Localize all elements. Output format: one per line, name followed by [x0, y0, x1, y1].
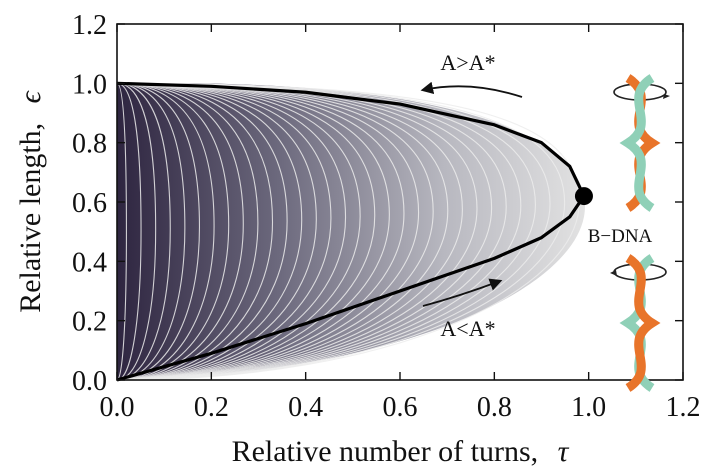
y-tick-label: 1.0 [72, 69, 107, 100]
family-cloud [117, 82, 586, 380]
y-tick-label: 0.6 [72, 188, 107, 219]
x-tick-label: 1.2 [666, 392, 701, 423]
family-curve [116, 82, 303, 381]
arrow-lower [422, 278, 503, 307]
series-layer [116, 81, 586, 382]
family-curve [116, 82, 536, 381]
family-curve [116, 82, 288, 381]
family-curve [116, 82, 566, 381]
family-curve [116, 82, 171, 381]
family-curve [116, 82, 522, 381]
axis-ticks: 0.0 0.2 0.4 0.6 0.8 1.0 1.2 0.0 0.2 0.4 0.6 0.8 1.0 1… [72, 10, 701, 423]
family-curve [116, 82, 230, 381]
y-tick-label: 0.0 [72, 366, 107, 397]
family-curve [116, 82, 317, 381]
arrow-upper [420, 81, 523, 98]
upper-boundary-line [116, 81, 586, 197]
family-curve [116, 82, 332, 381]
y-axis-label: Relative length, ϵ [14, 89, 47, 312]
x-axis-label: Relative number of turns, τ [232, 435, 570, 468]
family-curve [116, 82, 390, 381]
x-tick-label: 1.0 [571, 392, 606, 423]
family-curve [116, 82, 478, 381]
family-curve [116, 82, 259, 381]
lower-boundary-line [116, 195, 586, 382]
family-curve [116, 82, 201, 381]
family-curve [116, 82, 274, 381]
b-dna-point [574, 187, 593, 206]
x-tick-label: 0.2 [194, 392, 229, 423]
family-curves [116, 82, 586, 381]
y-tick-label: 1.2 [72, 10, 107, 41]
annotation-upper: A>A* [440, 50, 495, 75]
family-curve [116, 82, 142, 381]
y-tick-label: 0.2 [72, 307, 107, 338]
y-tick-label: 0.4 [72, 247, 107, 278]
family-curve [116, 82, 449, 381]
family-curve [116, 82, 434, 381]
b-dna-label: B−DNA [588, 226, 653, 247]
x-tick-label: 0.6 [383, 392, 418, 423]
family-curve [116, 82, 186, 381]
family-curve [116, 82, 420, 381]
family-curve [116, 82, 361, 381]
x-tick-label: 0.4 [288, 392, 323, 423]
annotation-lower: A<A* [440, 316, 495, 341]
family-curve [116, 82, 376, 381]
family-curve [116, 82, 463, 381]
family-curve [116, 82, 215, 381]
x-tick-label: 0.0 [100, 392, 135, 423]
family-curve [116, 82, 157, 381]
family-curve [116, 82, 551, 381]
family-curve [116, 82, 405, 381]
family-curve [116, 82, 127, 381]
x-tick-label: 0.8 [477, 392, 512, 423]
family-curve [116, 82, 347, 381]
dna-helix-icon-top [613, 74, 670, 212]
dna-helix-icon-bottom [610, 254, 667, 392]
y-tick-label: 0.8 [72, 129, 107, 160]
